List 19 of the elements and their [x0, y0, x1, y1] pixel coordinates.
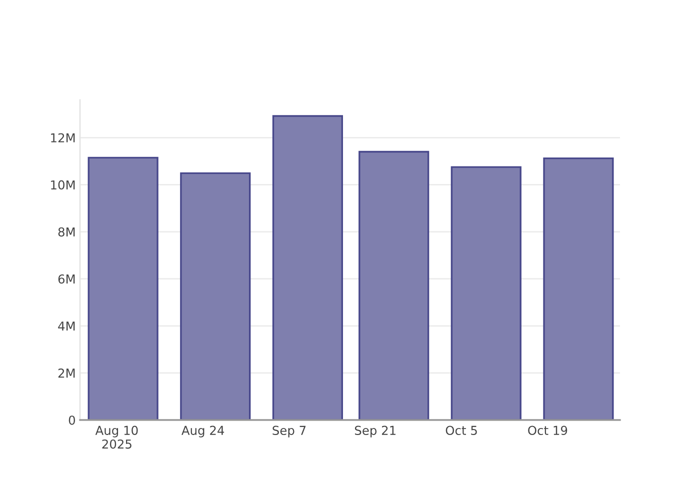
- x-tick-label: Aug 24: [182, 426, 224, 438]
- x-tick-label: Aug 10 2025: [95, 426, 138, 449]
- bar: [180, 172, 251, 420]
- bar: [88, 156, 158, 420]
- y-tick-label: 6M: [58, 274, 75, 284]
- y-tick-label: 4M: [58, 322, 75, 331]
- y-tick-label: 12M: [51, 133, 75, 142]
- bar: [450, 166, 522, 420]
- bar: [543, 158, 614, 420]
- y-tick-label: 8M: [58, 227, 75, 237]
- y-tick-label: 10M: [51, 180, 75, 190]
- x-tick-label: Sep 7: [272, 426, 306, 438]
- bar: [272, 115, 343, 420]
- x-tick-label: Oct 19: [528, 426, 568, 436]
- y-tick-label: 2M: [58, 368, 75, 378]
- x-tick-label: Sep 21: [354, 426, 396, 438]
- x-tick-label: Oct 5: [446, 426, 477, 436]
- y-tick-label: 0: [68, 416, 76, 425]
- bar: [358, 150, 430, 420]
